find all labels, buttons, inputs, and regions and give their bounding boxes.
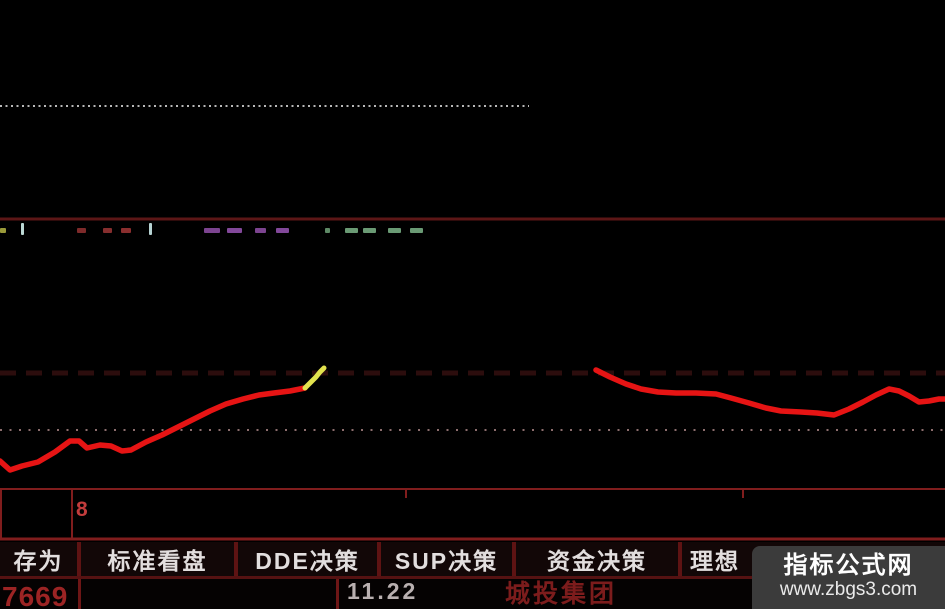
- x-axis-label: 8: [76, 498, 88, 521]
- save-as-button[interactable]: 存为: [0, 542, 77, 576]
- fund-decision-button[interactable]: 资金决策: [516, 542, 678, 576]
- toolbar-separator: [234, 542, 238, 576]
- toolbar-separator: [77, 542, 81, 576]
- sup-decision-button[interactable]: SUP决策: [381, 542, 512, 576]
- status-stock-name: 城投集团: [505, 580, 618, 608]
- status-price: 11.22: [347, 578, 419, 604]
- status-separator: [78, 579, 81, 609]
- status-separator: [336, 579, 339, 609]
- status-left-value: 7669: [2, 581, 69, 609]
- indicator-chart: [0, 105, 945, 541]
- toolbar-separator: [377, 542, 381, 576]
- dde-decision-button[interactable]: DDE决策: [238, 542, 377, 576]
- watermark-badge: 指标公式网 www.zbgs3.com: [752, 546, 945, 609]
- watermark-url: www.zbgs3.com: [779, 579, 918, 601]
- toolbar-separator: [512, 542, 516, 576]
- toolbar-separator: [678, 542, 682, 576]
- standard-view-button[interactable]: 标准看盘: [81, 542, 234, 576]
- watermark-title: 指标公式网: [783, 551, 914, 579]
